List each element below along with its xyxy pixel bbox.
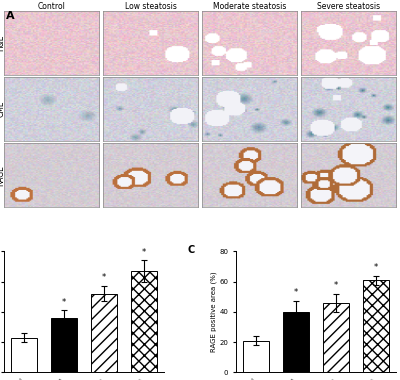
Bar	[51, 318, 77, 372]
Y-axis label: CML: CML	[0, 101, 6, 117]
Text: A: A	[6, 11, 14, 21]
Text: *: *	[142, 248, 146, 256]
Text: *: *	[102, 273, 106, 282]
Title: Low steatosis: Low steatosis	[124, 2, 176, 11]
Bar	[243, 340, 269, 372]
Title: Moderate steatosis: Moderate steatosis	[213, 2, 286, 11]
Text: C: C	[188, 245, 195, 255]
Text: *: *	[374, 263, 378, 272]
Y-axis label: H&E: H&E	[0, 35, 6, 51]
Y-axis label: RAGE: RAGE	[0, 165, 6, 186]
Bar	[283, 312, 309, 372]
Text: *: *	[334, 281, 338, 290]
Text: *: *	[294, 288, 298, 298]
Title: Severe steatosis: Severe steatosis	[317, 2, 380, 11]
Bar	[131, 271, 157, 372]
Bar	[11, 337, 37, 372]
Bar	[363, 280, 389, 372]
Y-axis label: RAGE positive area (%): RAGE positive area (%)	[210, 272, 216, 352]
Bar	[91, 294, 117, 372]
Text: *: *	[62, 298, 66, 307]
Title: Control: Control	[38, 2, 66, 11]
Bar	[323, 303, 349, 372]
